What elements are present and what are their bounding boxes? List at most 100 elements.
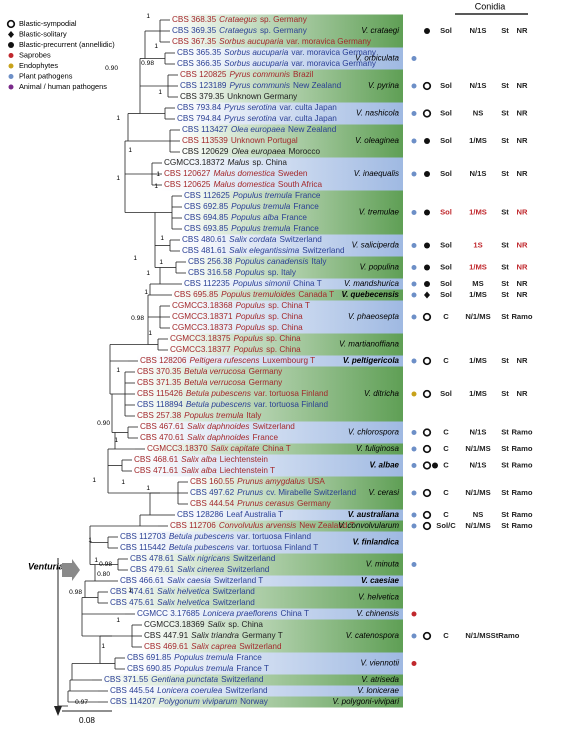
lifestyle-dot xyxy=(411,265,417,270)
clade-band xyxy=(166,333,403,356)
taxon-label: CGMCC3.18377 Populus sp. China xyxy=(170,345,301,354)
strain: CBS 479.61 xyxy=(130,565,175,574)
host: Populus xyxy=(234,345,264,354)
host: Populus tremula xyxy=(231,202,291,211)
clade-band xyxy=(143,443,403,455)
strain: CBS 113539 xyxy=(182,136,228,145)
origin: sp. China xyxy=(252,158,287,167)
clade-name: V. phaeosepta xyxy=(348,312,400,321)
taxon-label: CBS 690.85 Populus tremula France T xyxy=(127,664,269,673)
origin: Germany xyxy=(297,499,332,508)
conidia-trait: St xyxy=(501,263,509,272)
support-value: 1 xyxy=(146,270,150,277)
origin: Switzerland xyxy=(213,598,256,607)
conidia-trait: N/1/MS xyxy=(465,312,490,321)
clade-name: V. oleaginea xyxy=(355,136,399,145)
strain: CBS 481.61 xyxy=(182,246,227,255)
origin: Liechtenstein T xyxy=(220,466,275,475)
origin: Switzerland xyxy=(221,675,264,684)
conidia-symbol xyxy=(8,31,14,38)
conidia-symbol xyxy=(422,488,432,498)
conidia-symbol xyxy=(424,138,430,144)
clade-band xyxy=(133,366,403,422)
strain: CBS 695.85 xyxy=(174,290,219,299)
clade-band xyxy=(140,619,403,653)
conidia-trait: St xyxy=(501,169,509,178)
host: Prunus cerasus xyxy=(237,499,294,508)
clade-band xyxy=(180,278,403,290)
lifestyle-dot xyxy=(411,463,417,468)
clade-name: V. helvetica xyxy=(358,593,399,602)
clade-band xyxy=(106,696,403,708)
lifestyle-dot xyxy=(411,281,417,287)
taxon-label: CBS 113427 Olea europaea New Zealand xyxy=(182,125,337,134)
conidia-trait: NR xyxy=(517,389,528,398)
taxon-label: CBS 695.85 Populus tremuloides Canada T xyxy=(174,290,334,299)
clade-name: V. tremulae xyxy=(359,208,400,217)
clade-name: V. nashicola xyxy=(356,109,400,118)
lifestyle-dot xyxy=(411,111,417,116)
conidia-trait: St xyxy=(501,444,509,453)
host: Populus xyxy=(234,334,264,343)
strain: CGMCC 3.17685 xyxy=(137,609,200,618)
conidia-trait: Ramo xyxy=(511,461,532,470)
conidia-trait: St xyxy=(501,312,509,321)
strain: CBS 256.38 xyxy=(188,257,233,266)
support-value: 1 xyxy=(159,259,163,266)
conidia-symbol xyxy=(422,81,432,91)
taxon-label: CBS 114207 Polygonum viviparum Norway xyxy=(110,697,269,706)
origin: Norway xyxy=(240,697,269,706)
legend-label: Blastic-precurrent (annellidic) xyxy=(19,40,115,49)
support-value: 1 xyxy=(92,477,96,484)
taxon-label: CGMCC 3.17685 Lonicera praeflorens China T xyxy=(137,609,309,618)
lifestyle-dot xyxy=(8,63,14,69)
origin: New Zealand T xyxy=(299,521,354,530)
conidia-symbol xyxy=(422,389,432,399)
host: Salix caesia xyxy=(167,576,211,585)
host: Crataegus xyxy=(219,26,257,35)
strain: CBS 115442 xyxy=(120,543,166,552)
clade-name: V. catenospora xyxy=(346,631,400,640)
origin: var. moravica Germany xyxy=(291,48,377,57)
conidia-trait: NR xyxy=(517,169,528,178)
lifestyle-dot xyxy=(411,633,417,639)
taxon-label: CBS 256.38 Populus canadensis Italy xyxy=(188,257,327,266)
taxon-label: CBS 316.58 Populus sp. Italy xyxy=(188,268,297,277)
conidia-trait: NR xyxy=(517,26,528,35)
conidia-symbol xyxy=(6,19,16,29)
taxon-label: CBS 366.35 Sorbus aucuparia var. moravica … xyxy=(177,59,377,68)
host: Salix triandra xyxy=(191,631,239,640)
conidia-trait: St xyxy=(501,461,509,470)
origin: Canada T xyxy=(298,290,334,299)
origin: Switzerland xyxy=(253,422,296,431)
origin: France xyxy=(293,224,319,233)
host: Sorbus aucuparia xyxy=(224,59,289,68)
origin: var. moravica Germany xyxy=(286,37,372,46)
clade-band xyxy=(184,256,403,279)
host: Sorbus aucuparia xyxy=(219,37,284,46)
origin: Sweden xyxy=(278,169,308,178)
strain: CBS 113427 xyxy=(182,125,228,134)
support-value: 1 xyxy=(116,115,120,122)
conidia-trait: 1/MS xyxy=(469,208,487,217)
taxon-label: CGMCC3.18371 Populus sp. China xyxy=(172,312,303,321)
support-value: 1 xyxy=(146,485,150,492)
conidia-trait: St xyxy=(501,488,509,497)
conidia-trait: Ramo xyxy=(511,428,532,437)
strain: CBS 693.85 xyxy=(184,224,229,233)
clade-name: V. minuta xyxy=(366,560,400,569)
support-value: 1 xyxy=(116,367,120,374)
taxon-label: CGMCC3.18375 Populus sp. China xyxy=(170,334,301,343)
host: Populus xyxy=(235,268,265,277)
conidia-trait: St xyxy=(501,521,509,530)
taxon-label: CBS 371.35 Betula verrucosa Germany xyxy=(137,378,283,387)
lifestyle-dot xyxy=(411,171,417,177)
host: Salix daphnoides xyxy=(187,433,249,442)
taxon-label: CGMCC3.18369 Salix sp. China xyxy=(144,620,263,629)
support-value: 0.98 xyxy=(141,60,154,67)
taxon-label: CBS 693.85 Populus tremula France xyxy=(184,224,319,233)
host: Betula pubescens xyxy=(169,543,234,552)
origin: France xyxy=(293,202,319,211)
strain: CBS 368.35 xyxy=(172,15,217,24)
lifestyle-dot xyxy=(411,210,417,215)
